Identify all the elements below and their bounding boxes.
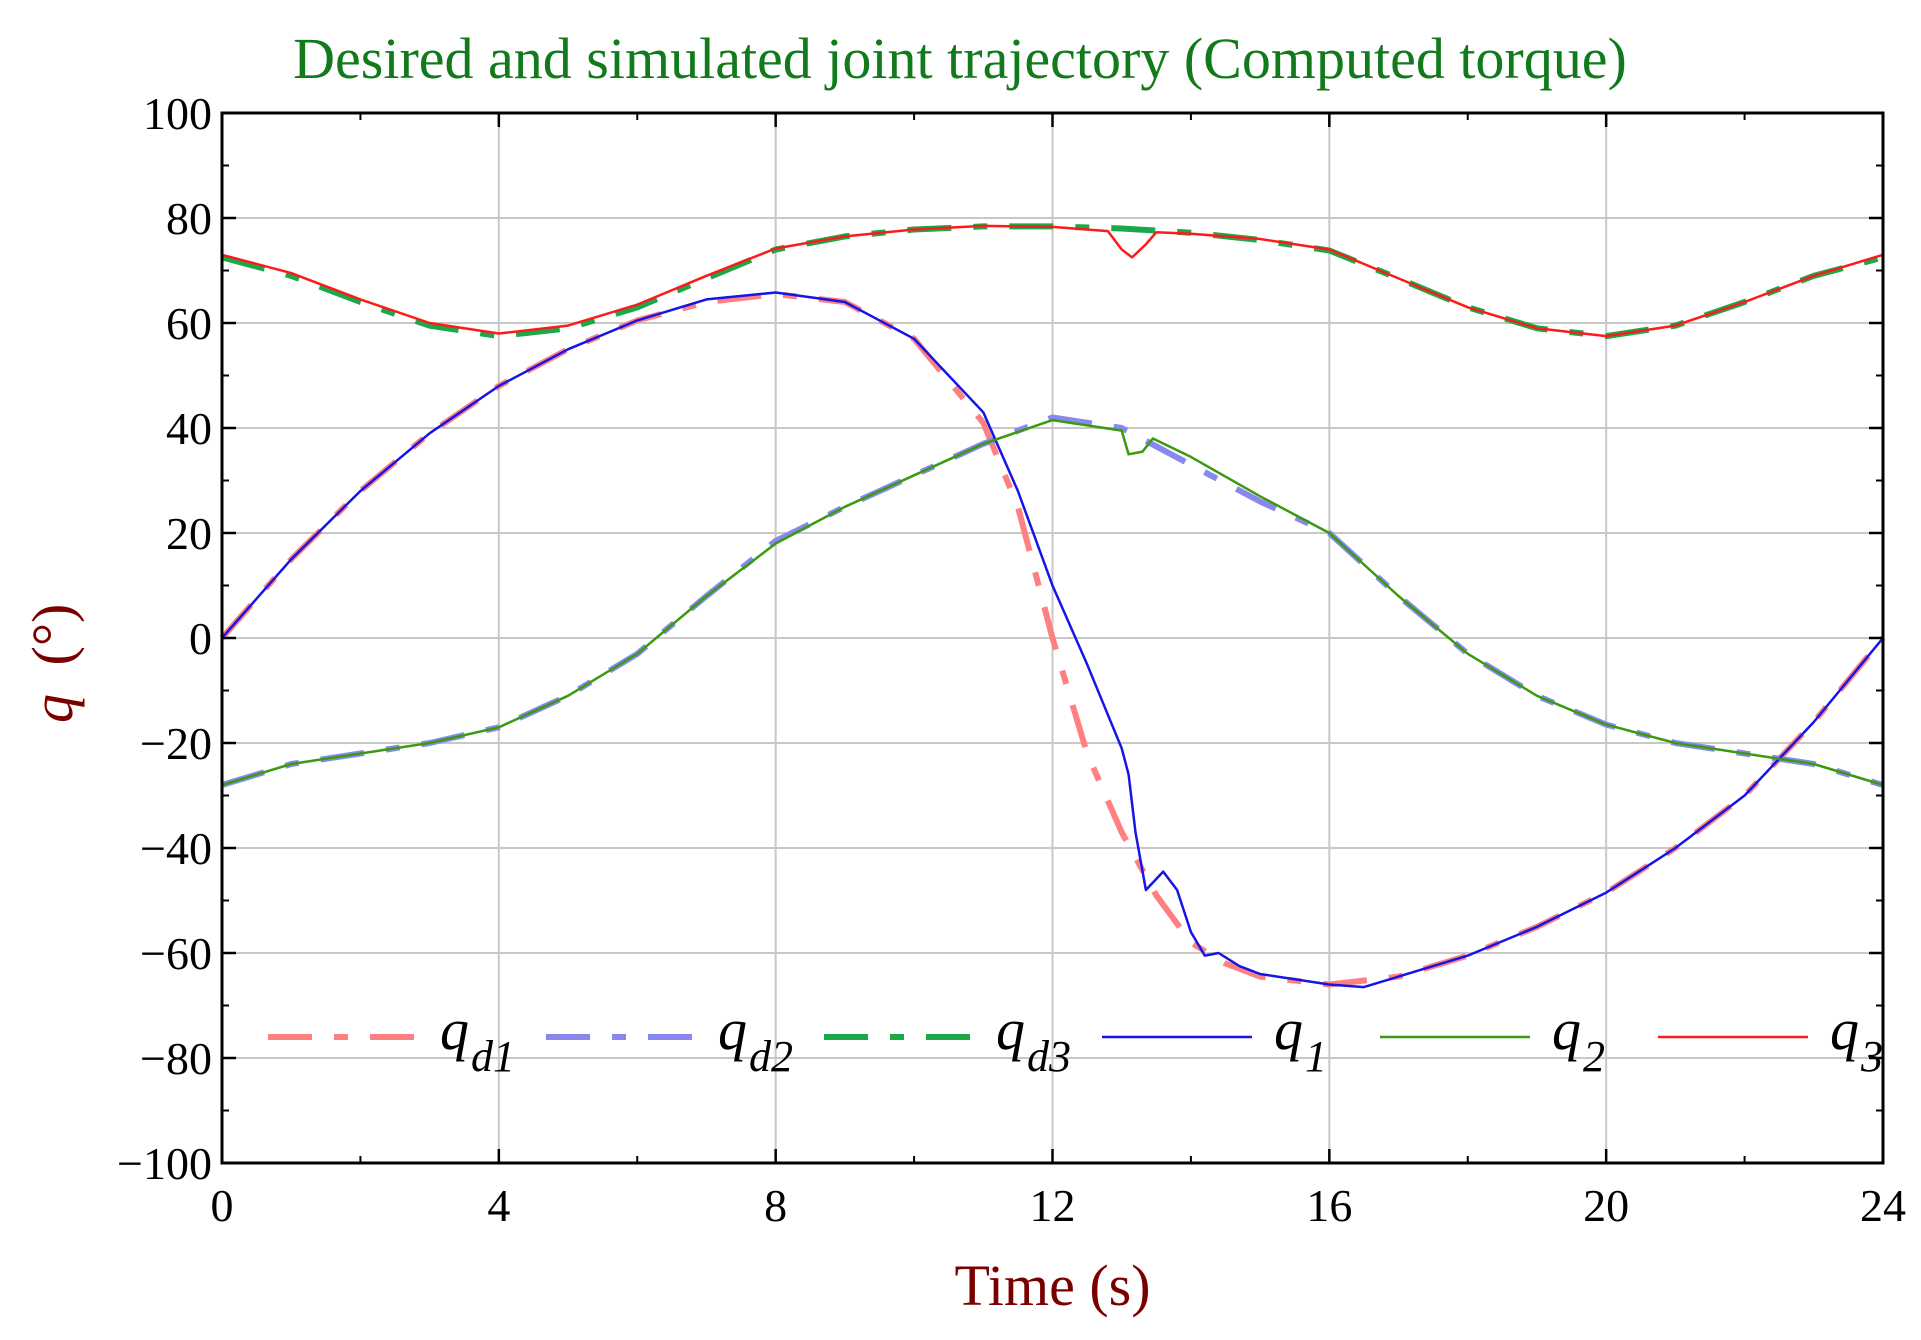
y-tick-label: 0	[189, 613, 212, 664]
grid	[222, 113, 1883, 1163]
legend-label-sub: d1	[471, 1032, 515, 1081]
legend-label-qd1: qd1	[440, 997, 515, 1081]
legend-label-sub: 3	[1860, 1032, 1883, 1081]
x-tick-label: 0	[211, 1180, 234, 1231]
series-line-q2	[221, 418, 1884, 787]
x-axis-label: Time (s)	[954, 1253, 1150, 1318]
legend: qd1 qd2 qd3 q1 q2 q3	[268, 997, 1883, 1081]
y-axis-symbol: q	[20, 694, 85, 723]
y-tick-label: 100	[143, 88, 212, 139]
x-tick-label: 20	[1583, 1180, 1629, 1231]
legend-label-q3: q3	[1830, 997, 1883, 1081]
y-tick-label: 80	[166, 193, 212, 244]
legend-label-main: q	[1274, 997, 1303, 1062]
series-line-q3	[221, 224, 1884, 338]
y-tick-label: 20	[166, 508, 212, 559]
legend-label-q1: q1	[1274, 997, 1327, 1081]
x-tick-label: 12	[1030, 1180, 1076, 1231]
y-axis-label: q (°)	[20, 604, 85, 723]
y-tick-label: −20	[140, 718, 212, 769]
series-line-q1	[221, 291, 1884, 989]
legend-label-sub: 1	[1305, 1032, 1327, 1081]
x-tick-label: 16	[1306, 1180, 1352, 1231]
legend-label-main: q	[1552, 997, 1581, 1062]
legend-label-sub: 2	[1583, 1032, 1605, 1081]
legend-label-q2: q2	[1552, 997, 1605, 1081]
legend-label-main: q	[1830, 997, 1859, 1062]
legend-label-sub: d3	[1027, 1032, 1071, 1081]
plot-lines	[219, 223, 1886, 989]
legend-label-qd3: qd3	[996, 997, 1071, 1081]
y-tick-label: 60	[166, 298, 212, 349]
legend-label-main: q	[440, 997, 469, 1062]
x-tick-label: 4	[487, 1180, 510, 1231]
legend-label-qd2: qd2	[718, 997, 793, 1081]
y-tick-label: −40	[140, 823, 212, 874]
y-tick-label: −100	[117, 1138, 212, 1189]
legend-label-main: q	[996, 997, 1025, 1062]
y-tick-label: −60	[140, 928, 212, 979]
x-tick-label: 24	[1860, 1180, 1906, 1231]
legend-label-sub: d2	[749, 1032, 793, 1081]
y-tick-label: −80	[140, 1033, 212, 1084]
y-axis-unit: (°)	[20, 604, 85, 666]
chart-title: Desired and simulated joint trajectory (…	[293, 26, 1627, 91]
x-tick-label: 8	[764, 1180, 787, 1231]
y-tick-label: 40	[166, 403, 212, 454]
legend-label-main: q	[718, 997, 747, 1062]
